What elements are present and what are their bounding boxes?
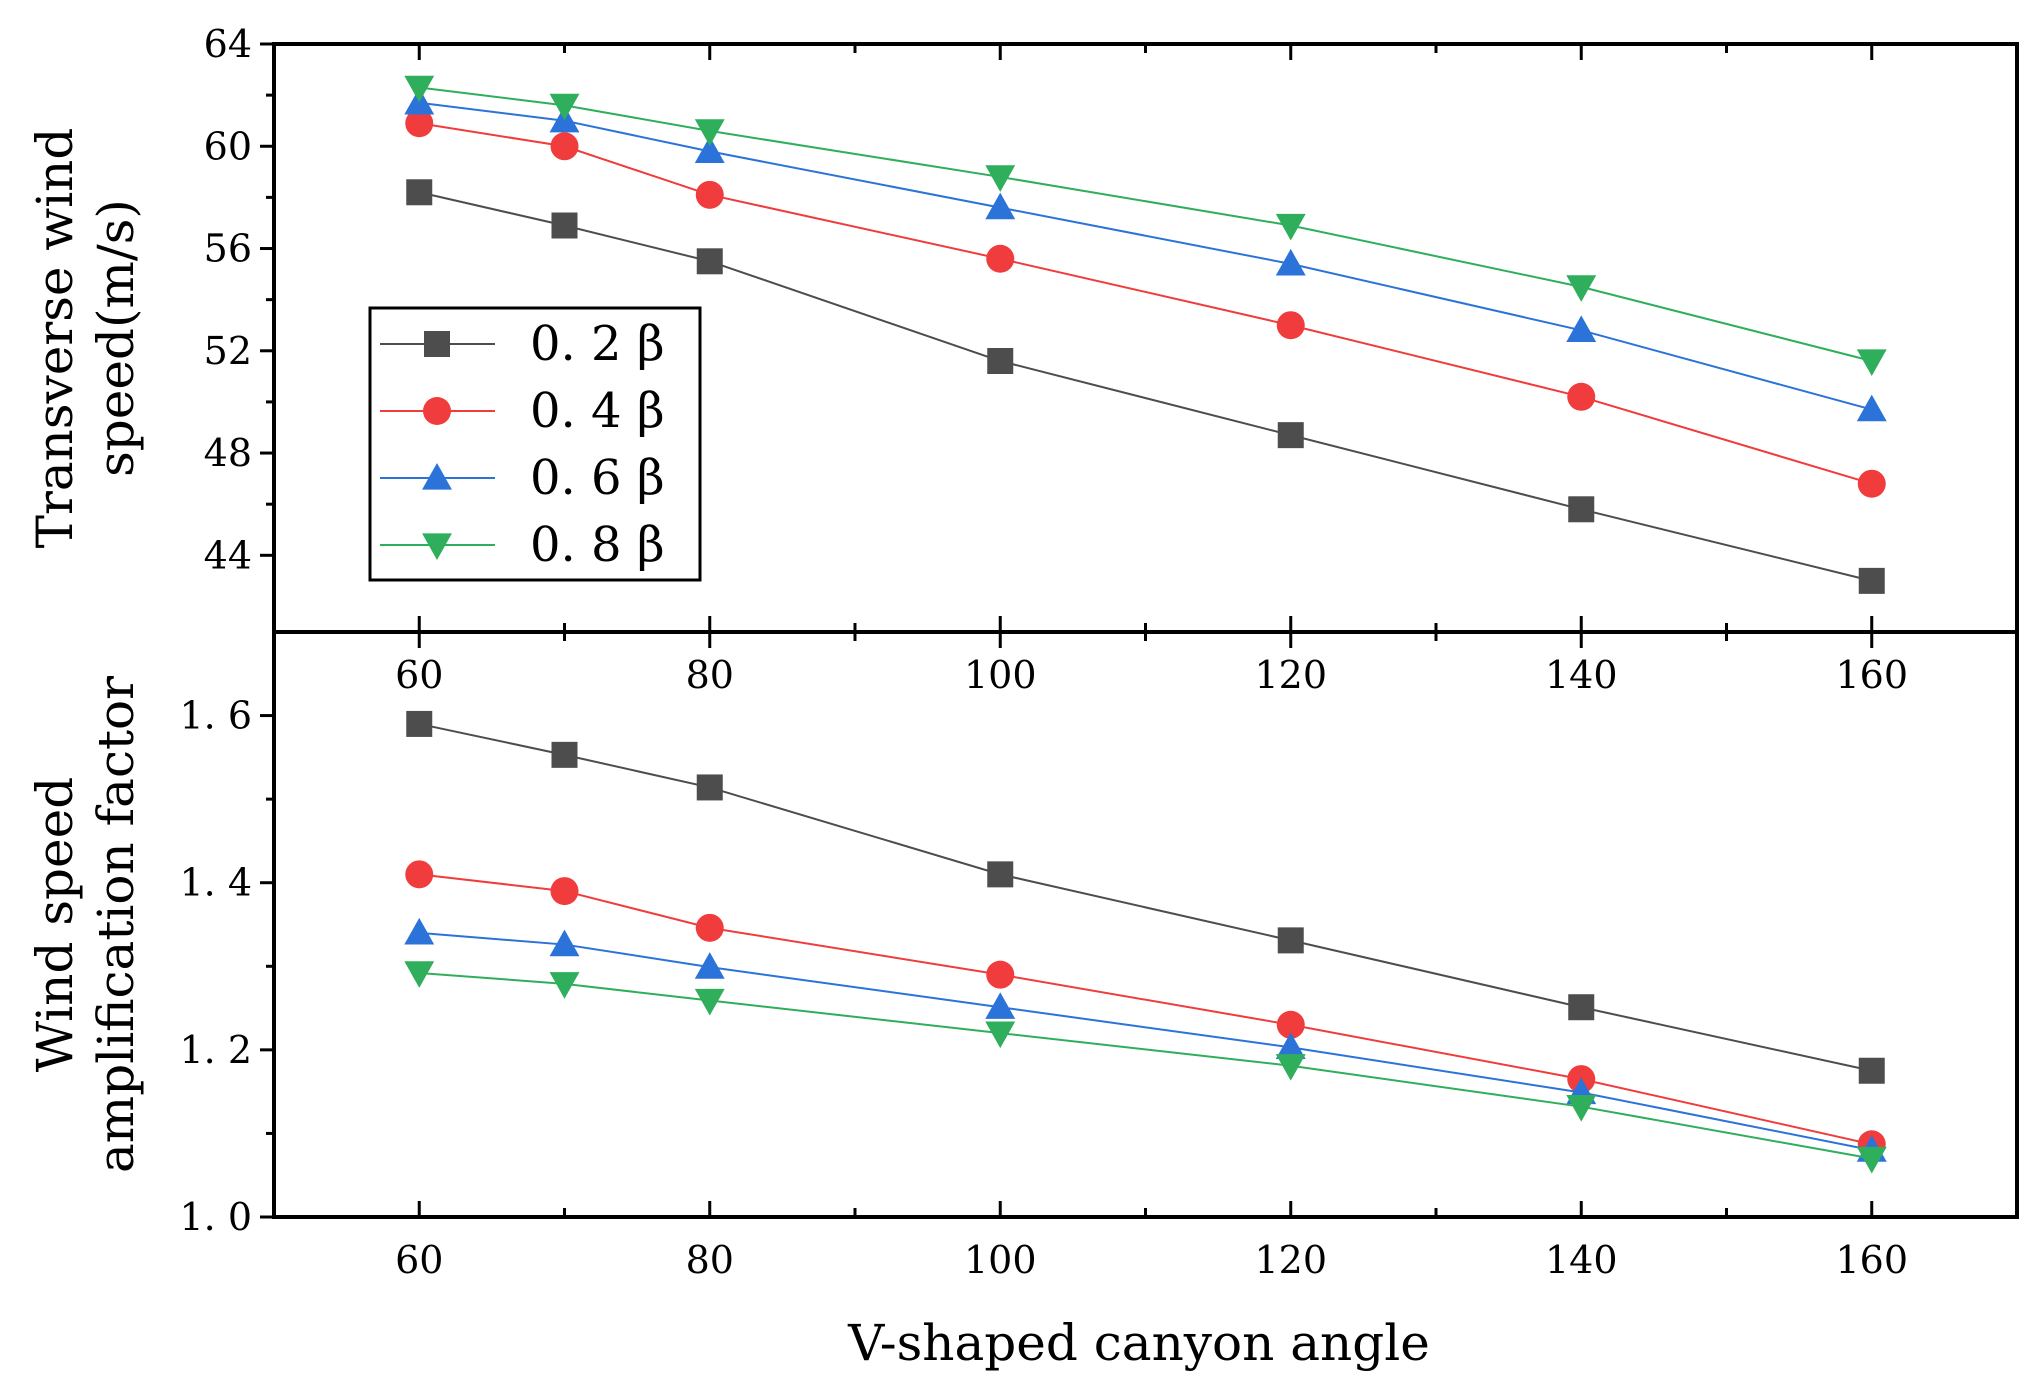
data-point bbox=[549, 93, 580, 121]
data-point bbox=[1857, 469, 1886, 498]
data-point bbox=[696, 248, 723, 275]
data-point bbox=[1858, 567, 1885, 594]
y-axis-title-line: Transverse wind bbox=[26, 128, 84, 549]
data-point bbox=[1275, 1054, 1306, 1081]
data-point bbox=[1277, 927, 1304, 954]
data-point bbox=[1275, 248, 1306, 276]
legend-label: 0. 6 β bbox=[530, 450, 665, 506]
bottom-y-axis-title: Wind speedamplification factor bbox=[26, 676, 145, 1173]
data-point bbox=[696, 774, 723, 801]
data-point bbox=[985, 1021, 1016, 1049]
data-point bbox=[1566, 275, 1597, 302]
legend: 0. 2 β 0. 4 β 0. 6 β 0. 8 β bbox=[368, 306, 702, 582]
data-point bbox=[986, 960, 1015, 989]
y-axis-title-line: speed(m/s) bbox=[87, 199, 145, 477]
data-point bbox=[404, 917, 435, 945]
legend-marker bbox=[422, 463, 452, 490]
data-point bbox=[551, 212, 578, 239]
data-point bbox=[404, 75, 435, 103]
data-point bbox=[550, 877, 579, 906]
y-tick-label: 1. 4 bbox=[179, 861, 252, 905]
data-point bbox=[1275, 213, 1306, 241]
y-tick-label: 48 bbox=[204, 431, 252, 475]
data-point bbox=[551, 741, 578, 768]
data-point bbox=[1856, 394, 1887, 422]
data-point bbox=[406, 179, 433, 206]
data-point bbox=[405, 860, 434, 889]
legend-label: 0. 8 β bbox=[530, 517, 665, 573]
data-point bbox=[1275, 1032, 1306, 1060]
data-point bbox=[987, 861, 1014, 888]
data-point bbox=[1858, 1057, 1885, 1084]
data-point bbox=[695, 913, 724, 942]
legend-label: 0. 4 β bbox=[530, 383, 665, 439]
series-line-1 bbox=[419, 722, 1872, 1072]
y-axis-title-line: amplification factor bbox=[87, 676, 145, 1173]
x-tick-label: 160 bbox=[1835, 653, 1908, 697]
bottom-plot-frame bbox=[272, 630, 2019, 1219]
legend-label: 0. 2 β bbox=[530, 316, 665, 372]
x-tick-label: 100 bbox=[964, 1238, 1037, 1282]
bottom-panel: 60 80 100 120 140 160 1. 0 1. 2 1. 4 1. 6 Wind spe… bbox=[26, 630, 2019, 1282]
data-point bbox=[694, 988, 725, 1016]
series-line-4 bbox=[419, 971, 1872, 1160]
data-point bbox=[1856, 1146, 1887, 1174]
data-point bbox=[405, 109, 434, 138]
data-point bbox=[694, 136, 725, 164]
y-tick-label: 1. 2 bbox=[179, 1028, 252, 1072]
data-point bbox=[1568, 496, 1595, 523]
series-line-3 bbox=[419, 931, 1872, 1152]
x-tick-label: 100 bbox=[964, 653, 1037, 697]
data-point bbox=[985, 192, 1016, 220]
data-point bbox=[986, 244, 1015, 273]
y-axis-title-line: Wind speed bbox=[26, 777, 84, 1072]
data-point bbox=[406, 710, 433, 737]
x-tick-label: 160 bbox=[1835, 1238, 1908, 1282]
legend-marker bbox=[422, 533, 452, 560]
data-point bbox=[1276, 311, 1305, 340]
data-point bbox=[1566, 1095, 1597, 1122]
y-tick-label: 60 bbox=[204, 124, 252, 168]
series-line-2 bbox=[419, 873, 1872, 1146]
data-point bbox=[1277, 422, 1304, 449]
legend-marker bbox=[424, 331, 450, 357]
x-tick-label: 140 bbox=[1545, 653, 1618, 697]
y-tick-label: 1. 0 bbox=[179, 1195, 252, 1239]
data-point bbox=[1856, 349, 1887, 376]
data-point bbox=[694, 952, 725, 979]
data-point bbox=[549, 972, 580, 999]
data-point bbox=[694, 119, 725, 146]
x-tick-label: 120 bbox=[1254, 653, 1327, 697]
data-point bbox=[1568, 994, 1595, 1021]
data-point bbox=[1566, 315, 1597, 342]
y-tick-label: 44 bbox=[204, 533, 252, 577]
y-tick-label: 52 bbox=[204, 329, 252, 373]
legend-marker bbox=[423, 397, 451, 425]
data-point bbox=[550, 132, 579, 161]
data-point bbox=[549, 929, 580, 957]
top-panel: 60 80 100 120 140 160 44 48 52 56 60 64 Transverse w… bbox=[26, 22, 2019, 697]
y-tick-label: 1. 6 bbox=[179, 694, 252, 738]
x-tick-label: 80 bbox=[686, 653, 734, 697]
data-point bbox=[987, 348, 1014, 375]
x-tick-label: 80 bbox=[686, 1238, 734, 1282]
x-tick-label: 60 bbox=[395, 1238, 443, 1282]
data-point bbox=[695, 180, 724, 209]
y-tick-label: 64 bbox=[204, 22, 252, 66]
data-point bbox=[1276, 1010, 1305, 1039]
data-point bbox=[404, 961, 435, 988]
x-axis-title: V-shaped canyon angle bbox=[847, 1314, 1430, 1372]
x-tick-label: 140 bbox=[1545, 1238, 1618, 1282]
data-point bbox=[1567, 382, 1596, 411]
y-tick-label: 56 bbox=[204, 227, 252, 271]
data-point bbox=[985, 992, 1016, 1019]
x-tick-label: 120 bbox=[1254, 1238, 1327, 1282]
data-point bbox=[985, 165, 1016, 192]
x-tick-label: 60 bbox=[395, 653, 443, 697]
top-y-axis-title: Transverse windspeed(m/s) bbox=[26, 128, 145, 549]
